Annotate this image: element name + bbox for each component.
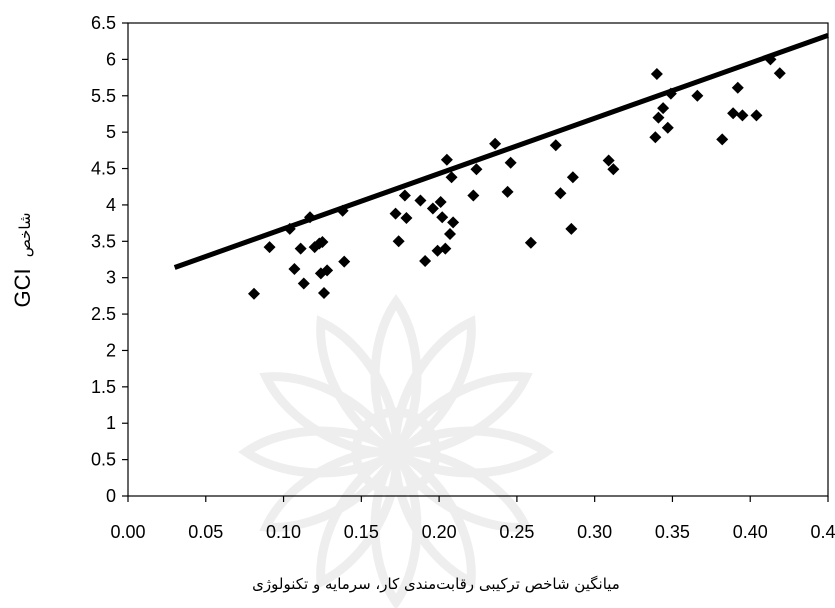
data-point xyxy=(727,107,740,120)
y-tick-label: 6 xyxy=(106,49,116,69)
data-point xyxy=(304,211,316,224)
data-point xyxy=(467,189,480,202)
y-tick-label: 5 xyxy=(106,122,116,142)
data-point xyxy=(602,154,615,167)
svg-text:GCI شاخص: GCI شاخص xyxy=(10,212,35,307)
y-axis-title-persian: شاخص xyxy=(16,212,34,257)
y-tick-label: 0.5 xyxy=(91,450,116,470)
data-point xyxy=(764,53,777,66)
data-point xyxy=(691,89,704,102)
data-point xyxy=(736,109,749,122)
x-tick-label: 0.00 xyxy=(110,522,145,542)
data-point xyxy=(398,189,411,202)
data-point xyxy=(607,163,620,176)
data-point xyxy=(444,228,456,241)
trendline xyxy=(173,33,829,270)
y-tick-label: 3 xyxy=(106,268,116,288)
data-point xyxy=(288,262,301,275)
data-point xyxy=(664,87,677,100)
x-tick-label: 0.20 xyxy=(422,522,457,542)
y-tick-label: 3.5 xyxy=(91,231,116,251)
data-point xyxy=(294,242,307,255)
data-point xyxy=(414,194,427,207)
data-point xyxy=(504,156,517,169)
y-tick-label: 6.5 xyxy=(91,13,116,33)
data-point xyxy=(248,287,260,300)
y-tick-label: 1.5 xyxy=(91,377,116,397)
data-point xyxy=(321,264,334,277)
data-point xyxy=(419,254,432,267)
y-tick-label: 5.5 xyxy=(91,86,116,106)
x-tick-label: 0.15 xyxy=(344,522,379,542)
data-point xyxy=(549,139,562,152)
x-tick-label: 0.45 xyxy=(810,522,835,542)
y-tick-label: 0 xyxy=(106,486,116,506)
data-point xyxy=(661,121,674,134)
data-point xyxy=(439,242,452,255)
x-tick-label: 0.05 xyxy=(188,522,223,542)
data-point xyxy=(318,286,330,299)
data-point xyxy=(338,255,351,268)
data-point xyxy=(554,187,567,200)
data-point xyxy=(434,196,447,209)
x-tick-label: 0.10 xyxy=(266,522,301,542)
data-point xyxy=(650,67,663,80)
x-tick-label: 0.35 xyxy=(655,522,690,542)
data-point xyxy=(750,109,763,122)
x-tick-label: 0.25 xyxy=(499,522,534,542)
x-tick-label: 0.30 xyxy=(577,522,612,542)
data-point xyxy=(501,185,514,198)
y-axis-title-latin: GCI xyxy=(10,268,35,307)
data-point xyxy=(652,111,665,124)
x-axis: 0.00 0.05 0.10 0.15 0.20 0.25 0.30 0.35 0.40 0.45 xyxy=(110,496,835,542)
data-point xyxy=(336,204,349,217)
data-point xyxy=(426,202,439,215)
data-point xyxy=(566,171,579,184)
data-point xyxy=(649,131,662,144)
data-point xyxy=(524,236,537,249)
data-point xyxy=(316,236,329,249)
data-point xyxy=(565,222,578,235)
data-point xyxy=(283,222,296,235)
data-point xyxy=(716,133,729,146)
data-point xyxy=(440,153,453,166)
data-point xyxy=(436,211,449,224)
x-tick-label: 0.40 xyxy=(733,522,768,542)
y-tick-label: 4.5 xyxy=(91,159,116,179)
data-point xyxy=(445,171,458,184)
y-tick-label: 4 xyxy=(106,195,116,215)
data-point xyxy=(773,67,786,80)
data-point xyxy=(470,163,483,176)
data-point xyxy=(297,277,310,290)
y-tick-label: 2.5 xyxy=(91,304,116,324)
data-point xyxy=(489,137,502,150)
data-point xyxy=(263,241,276,254)
data-point xyxy=(731,81,744,94)
y-axis: 0 0.5 1 1.5 2 2.5 3 3.5 4 4.5 5 5.5 6 6.5 xyxy=(91,13,128,506)
data-point xyxy=(447,216,460,229)
x-axis-title: میانگین شاخص ترکیبی رقابت‌مندی کار، سرما… xyxy=(252,575,620,593)
y-tick-label: 2 xyxy=(106,340,116,360)
data-point xyxy=(389,207,402,220)
data-point xyxy=(400,212,413,225)
data-points xyxy=(248,53,786,300)
star-rosette-watermark-icon xyxy=(238,294,554,608)
data-point xyxy=(392,235,405,248)
y-axis-title: GCI شاخص xyxy=(10,212,35,307)
y-tick-label: 1 xyxy=(106,413,116,433)
plot-area xyxy=(127,22,829,497)
trendline-layer xyxy=(173,33,829,270)
data-point xyxy=(657,102,670,115)
